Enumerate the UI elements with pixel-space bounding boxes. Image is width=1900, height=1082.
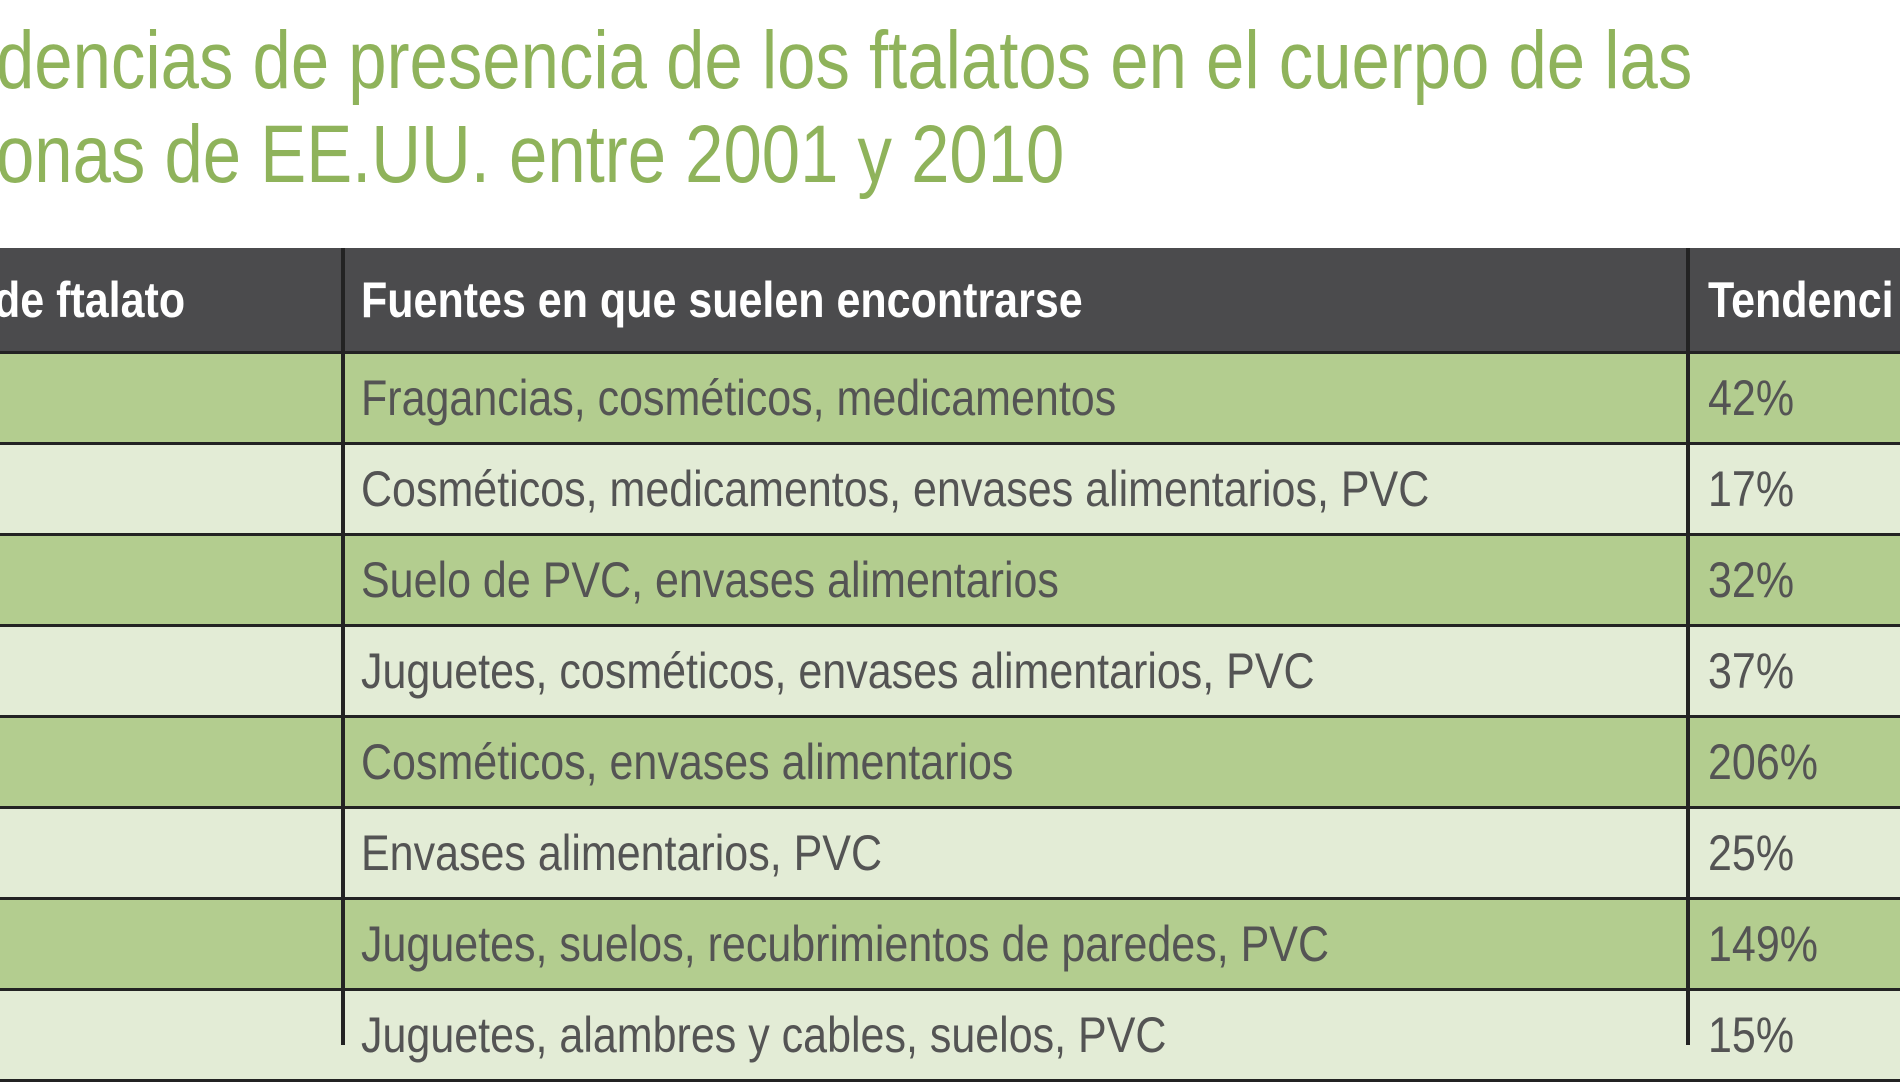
cell-trend: 17% xyxy=(1690,445,1900,533)
phthalates-table: de ftalato Fuentes en que suelen encontr… xyxy=(0,248,1900,1082)
table-row: Cosméticos, envases alimentarios 206% xyxy=(0,718,1900,809)
cell-sources: Fragancias, cosméticos, medicamentos xyxy=(345,354,1687,442)
column-divider-2 xyxy=(1686,248,1690,1045)
cell-trend: 32% xyxy=(1690,536,1900,624)
table-row: Envases alimentarios, PVC 25% xyxy=(0,809,1900,900)
cell-sources-text: Juguetes, alambres y cables, suelos, PVC xyxy=(361,1007,1167,1063)
cell-type xyxy=(0,809,342,897)
cell-sources-text: Suelo de PVC, envases alimentarios xyxy=(361,552,1059,608)
header-cell-trend: Tendenci xyxy=(1690,248,1900,351)
cell-sources: Envases alimentarios, PVC xyxy=(345,809,1687,897)
cell-trend-text: 37% xyxy=(1708,643,1795,699)
title-line-2: onas de EE.UU. entre 2001 y 2010 xyxy=(0,109,1065,200)
cell-sources-text: Fragancias, cosméticos, medicamentos xyxy=(361,370,1117,426)
cell-type xyxy=(0,991,342,1079)
cell-trend: 15% xyxy=(1690,991,1900,1079)
cell-trend: 42% xyxy=(1690,354,1900,442)
table-row: Cosméticos, medicamentos, envases alimen… xyxy=(0,445,1900,536)
cell-sources-text: Cosméticos, envases alimentarios xyxy=(361,734,1014,790)
cell-trend-text: 32% xyxy=(1708,552,1795,608)
table-header-row: de ftalato Fuentes en que suelen encontr… xyxy=(0,248,1900,354)
cell-type xyxy=(0,445,342,533)
cell-trend-text: 25% xyxy=(1708,825,1795,881)
column-divider-1 xyxy=(341,248,345,1045)
cell-sources-text: Envases alimentarios, PVC xyxy=(361,825,882,881)
page-title: dencias de presencia de los ftalatos en … xyxy=(0,14,1692,202)
header-label-sources: Fuentes en que suelen encontrarse xyxy=(361,271,1083,328)
header-cell-type: de ftalato xyxy=(0,248,342,351)
cell-type xyxy=(0,718,342,806)
cell-type xyxy=(0,627,342,715)
table-row: Juguetes, alambres y cables, suelos, PVC… xyxy=(0,991,1900,1082)
header-cell-sources: Fuentes en que suelen encontrarse xyxy=(345,248,1687,351)
cell-sources-text: Juguetes, suelos, recubrimientos de pare… xyxy=(361,916,1330,972)
title-line-1: dencias de presencia de los ftalatos en … xyxy=(0,15,1693,106)
cell-sources-text: Juguetes, cosméticos, envases alimentari… xyxy=(361,643,1315,699)
cell-trend-text: 206% xyxy=(1708,734,1818,790)
cell-trend-text: 17% xyxy=(1708,461,1795,517)
cell-sources: Cosméticos, envases alimentarios xyxy=(345,718,1687,806)
cell-trend-text: 149% xyxy=(1708,916,1818,972)
table-row: Suelo de PVC, envases alimentarios 32% xyxy=(0,536,1900,627)
cell-sources: Juguetes, suelos, recubrimientos de pare… xyxy=(345,900,1687,988)
cell-trend: 25% xyxy=(1690,809,1900,897)
cell-trend: 206% xyxy=(1690,718,1900,806)
table-row: Juguetes, cosméticos, envases alimentari… xyxy=(0,627,1900,718)
table-row: Juguetes, suelos, recubrimientos de pare… xyxy=(0,900,1900,991)
header-label-type: de ftalato xyxy=(0,271,186,328)
cell-sources: Juguetes, alambres y cables, suelos, PVC xyxy=(345,991,1687,1079)
cell-trend: 37% xyxy=(1690,627,1900,715)
table-row: Fragancias, cosméticos, medicamentos 42% xyxy=(0,354,1900,445)
cell-trend: 149% xyxy=(1690,900,1900,988)
cell-trend-text: 42% xyxy=(1708,370,1795,426)
cell-type xyxy=(0,354,342,442)
cell-type xyxy=(0,900,342,988)
header-label-trend: Tendenci xyxy=(1708,271,1894,328)
cell-trend-text: 15% xyxy=(1708,1007,1795,1063)
cell-sources: Juguetes, cosméticos, envases alimentari… xyxy=(345,627,1687,715)
cell-sources: Cosméticos, medicamentos, envases alimen… xyxy=(345,445,1687,533)
cell-sources-text: Cosméticos, medicamentos, envases alimen… xyxy=(361,461,1430,517)
cell-sources: Suelo de PVC, envases alimentarios xyxy=(345,536,1687,624)
cell-type xyxy=(0,536,342,624)
